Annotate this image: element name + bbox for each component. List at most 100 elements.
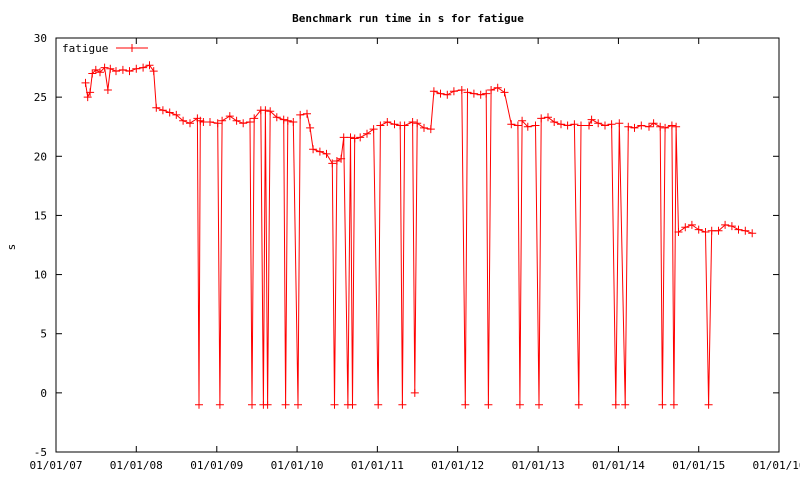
data-point-marker — [328, 159, 337, 168]
x-tick-label: 01/01/15 — [672, 459, 725, 472]
data-point-marker — [429, 87, 438, 96]
data-point-marker — [213, 119, 222, 128]
data-point-marker — [315, 147, 324, 156]
data-point-marker — [681, 223, 690, 232]
data-point-marker — [461, 400, 470, 409]
data-point-marker — [574, 400, 583, 409]
x-axis: 01/01/07 01/01/08 01/01/09 01/01/10 01/01/11… — [30, 38, 800, 472]
data-point-marker — [337, 154, 346, 163]
data-point-marker — [601, 121, 609, 130]
data-point-marker — [701, 228, 710, 236]
data-point-marker — [239, 119, 248, 128]
data-point-marker — [611, 400, 620, 409]
data-point-marker — [96, 68, 104, 77]
data-point-marker — [261, 106, 270, 115]
data-point-marker — [186, 119, 194, 128]
data-point-marker — [356, 133, 365, 142]
data-point-marker — [734, 225, 743, 234]
data-point-marker — [544, 113, 552, 122]
data-point-marker — [443, 90, 452, 99]
data-point-marker — [339, 133, 348, 142]
data-point-marker — [577, 121, 585, 130]
data-point-marker — [283, 116, 292, 125]
y-tick-label: 10 — [34, 269, 47, 282]
data-point-marker — [332, 157, 341, 165]
data-point-marker — [103, 86, 112, 94]
legend: fatigue — [62, 42, 148, 55]
data-point-marker — [672, 122, 681, 131]
data-point-marker — [523, 122, 532, 131]
data-point-marker — [172, 110, 181, 119]
data-point-marker — [615, 119, 624, 128]
data-point-marker — [587, 115, 596, 124]
data-point-marker — [81, 78, 90, 87]
data-point-marker — [118, 65, 127, 74]
data-point-marker — [482, 89, 491, 98]
x-tick-label: 01/01/10 — [271, 459, 324, 472]
data-point-marker — [656, 122, 665, 131]
data-point-marker — [149, 67, 158, 76]
chart-title: Benchmark run time in s for fatigue — [292, 12, 524, 25]
data-point-marker — [607, 120, 616, 129]
data-point-marker — [369, 125, 378, 134]
data-point-marker — [748, 229, 757, 238]
legend-entry-label: fatigue — [62, 42, 108, 55]
y-tick-label: -5 — [34, 446, 47, 459]
data-point-marker — [83, 93, 92, 102]
data-point-marker — [649, 119, 658, 128]
data-point-marker — [195, 400, 203, 409]
data-point-marker — [594, 119, 603, 128]
data-point-marker — [132, 64, 141, 73]
data-point-marker — [457, 86, 466, 94]
x-tick-label: 01/01/09 — [190, 459, 243, 472]
data-point-marker — [449, 87, 458, 96]
data-point-marker — [674, 228, 683, 236]
data-point-marker — [296, 110, 305, 119]
data-point-marker — [88, 69, 97, 78]
data-point-marker — [463, 88, 472, 97]
data-point-marker — [420, 123, 428, 132]
data-point-marker — [91, 65, 100, 74]
data-point-marker — [721, 220, 730, 229]
data-point-marker — [348, 400, 357, 409]
data-point-marker — [139, 63, 148, 72]
data-point-marker — [248, 400, 256, 409]
data-point-marker — [112, 67, 120, 76]
data-point-marker — [330, 400, 339, 409]
data-point-marker — [550, 118, 559, 126]
data-point-marker — [500, 88, 509, 97]
data-point-marker — [281, 400, 290, 409]
data-point-marker — [413, 119, 422, 128]
legend-marker-swatch — [128, 44, 136, 52]
x-tick-label: 01/01/16 — [753, 459, 800, 472]
series-fatigue — [81, 61, 757, 409]
y-axis-label: s — [5, 244, 18, 251]
data-point-marker — [165, 108, 174, 117]
data-point-marker — [350, 134, 359, 143]
data-point-marker — [263, 400, 272, 409]
data-point-marker — [215, 400, 224, 409]
data-point-marker — [408, 118, 417, 126]
plot-frame — [55, 37, 780, 453]
data-point-marker — [493, 83, 502, 92]
data-point-marker — [630, 123, 639, 132]
data-point-marker — [518, 116, 527, 125]
data-point-marker — [537, 114, 546, 123]
data-point-marker — [515, 400, 524, 409]
data-point-marker — [667, 121, 676, 130]
data-point-marker — [398, 400, 407, 409]
data-point-marker — [687, 220, 696, 229]
data-point-marker — [346, 133, 355, 142]
data-point-marker — [563, 121, 572, 130]
data-point-marker — [306, 123, 315, 132]
data-point-marker — [309, 145, 318, 154]
data-point-marker — [570, 120, 579, 129]
y-tick-label: 20 — [34, 150, 47, 163]
data-point-marker — [585, 121, 593, 130]
x-tick-label: 01/01/12 — [431, 459, 484, 472]
data-point-marker — [507, 120, 516, 129]
data-point-marker — [400, 121, 409, 130]
data-point-marker — [476, 90, 485, 99]
data-point-marker — [661, 123, 670, 132]
data-point-marker — [232, 116, 241, 125]
